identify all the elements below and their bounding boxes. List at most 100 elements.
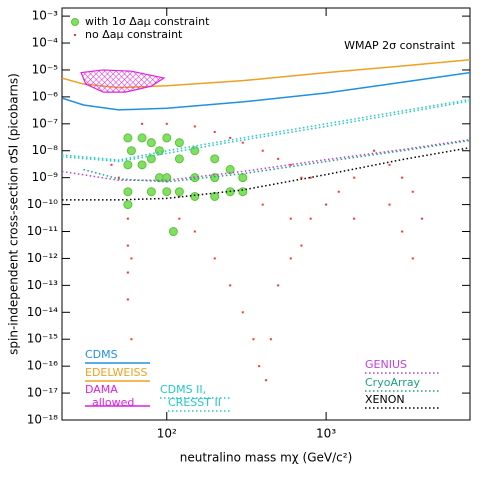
point bbox=[261, 203, 264, 206]
legend-label: DAMA bbox=[85, 383, 118, 396]
point bbox=[162, 187, 172, 197]
point bbox=[117, 176, 120, 179]
curve bbox=[62, 138, 470, 182]
point bbox=[174, 138, 184, 148]
point bbox=[126, 298, 129, 301]
point bbox=[241, 141, 244, 144]
annotation: WMAP 2σ constraint bbox=[344, 39, 456, 52]
point bbox=[146, 154, 156, 164]
point bbox=[190, 191, 200, 201]
legend-label: GENIUS bbox=[365, 358, 407, 371]
point bbox=[213, 257, 216, 260]
point bbox=[309, 217, 312, 220]
legend-marker bbox=[71, 18, 79, 26]
y-tick-label: 10⁻¹³ bbox=[27, 278, 58, 292]
y-tick-label: 10⁻⁷ bbox=[32, 116, 59, 130]
point bbox=[238, 187, 248, 197]
point bbox=[193, 230, 196, 233]
region bbox=[80, 69, 166, 93]
point bbox=[277, 157, 280, 160]
legend-label: CryoArray bbox=[365, 376, 421, 389]
point bbox=[353, 176, 356, 179]
point bbox=[289, 163, 292, 166]
point bbox=[289, 257, 292, 260]
point bbox=[123, 160, 133, 170]
curve bbox=[62, 146, 470, 201]
point bbox=[229, 284, 232, 287]
y-tick-label: 10⁻⁴ bbox=[32, 36, 59, 50]
y-tick-label: 10⁻¹⁰ bbox=[27, 197, 58, 211]
curve bbox=[62, 98, 470, 161]
plot-area bbox=[62, 58, 470, 382]
point bbox=[241, 311, 244, 314]
curve bbox=[62, 100, 470, 163]
point bbox=[126, 271, 129, 274]
point bbox=[146, 187, 156, 197]
point bbox=[401, 230, 404, 233]
y-tick-label: 10⁻⁶ bbox=[32, 89, 59, 103]
point bbox=[137, 133, 147, 143]
point bbox=[421, 217, 424, 220]
point bbox=[309, 176, 312, 179]
point bbox=[289, 217, 292, 220]
y-tick-label: 10⁻⁵ bbox=[32, 62, 59, 76]
point bbox=[178, 217, 181, 220]
legend-label: no Δaμ constraint bbox=[85, 28, 183, 41]
legend-label: XENON bbox=[365, 393, 405, 406]
point bbox=[337, 190, 340, 193]
point bbox=[162, 133, 172, 143]
point bbox=[277, 284, 280, 287]
y-tick-label: 10⁻⁹ bbox=[32, 170, 59, 184]
point bbox=[110, 163, 113, 166]
point bbox=[126, 244, 129, 247]
y-tick-label: 10⁻¹¹ bbox=[27, 224, 58, 238]
point bbox=[388, 163, 391, 166]
y-tick-label: 10⁻¹⁶ bbox=[27, 359, 58, 373]
point bbox=[165, 122, 168, 125]
point bbox=[141, 122, 144, 125]
point bbox=[123, 200, 133, 210]
point bbox=[126, 217, 129, 220]
point bbox=[269, 338, 272, 341]
x-tick-label: 10² bbox=[157, 427, 177, 441]
point bbox=[252, 338, 255, 341]
point bbox=[258, 365, 261, 368]
point bbox=[265, 379, 268, 382]
curve bbox=[83, 139, 470, 183]
plot-frame bbox=[61, 7, 471, 421]
point bbox=[123, 133, 133, 143]
legend-label: CDMS II, bbox=[160, 383, 206, 396]
y-tick-label: 10⁻¹⁸ bbox=[27, 413, 58, 427]
point bbox=[168, 227, 178, 237]
point bbox=[213, 130, 216, 133]
legend-label: CDMS bbox=[85, 348, 118, 361]
point bbox=[210, 154, 220, 164]
point bbox=[373, 149, 376, 152]
point bbox=[261, 149, 264, 152]
point bbox=[300, 176, 303, 179]
legend-label: EDELWEISS bbox=[85, 366, 148, 379]
y-axis-label: spin-independent cross-section σSI (pico… bbox=[7, 73, 21, 355]
point bbox=[388, 203, 391, 206]
point bbox=[193, 125, 196, 128]
y-tick-label: 10⁻¹⁵ bbox=[27, 332, 58, 346]
legend-label: CRESST II bbox=[168, 396, 221, 409]
point bbox=[130, 338, 133, 341]
point bbox=[174, 154, 184, 164]
legend-marker bbox=[74, 34, 76, 36]
point bbox=[229, 136, 232, 139]
point bbox=[178, 195, 181, 198]
point bbox=[123, 187, 133, 197]
point bbox=[325, 203, 328, 206]
point bbox=[238, 173, 248, 183]
legend-note: allowed bbox=[92, 396, 134, 409]
point bbox=[190, 173, 200, 183]
y-tick-label: 10⁻¹² bbox=[27, 251, 58, 265]
point bbox=[401, 176, 404, 179]
point bbox=[353, 217, 356, 220]
point bbox=[126, 146, 136, 156]
x-axis-label: neutralino mass mχ (GeV/c²) bbox=[180, 451, 353, 465]
point bbox=[411, 257, 414, 260]
